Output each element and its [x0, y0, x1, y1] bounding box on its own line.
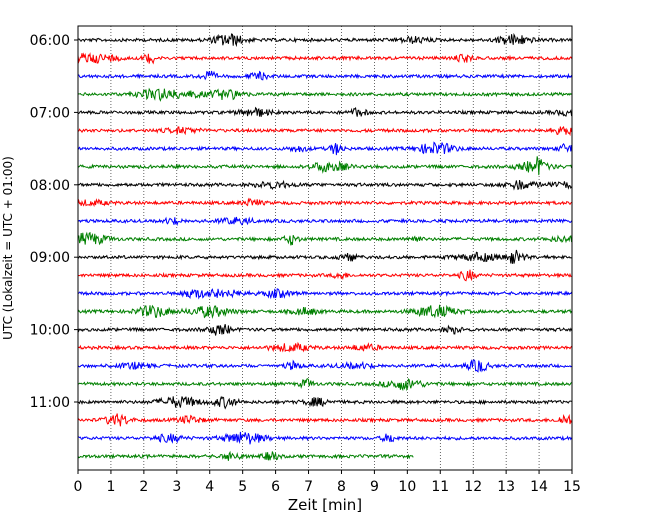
- y-tick-label: 06:00: [30, 33, 70, 49]
- seismic-trace: [77, 32, 573, 48]
- seismic-trace: [77, 52, 573, 65]
- x-tick-label: 11: [431, 479, 449, 495]
- x-axis-label: Zeit [min]: [288, 496, 362, 514]
- seismic-trace: [77, 197, 572, 208]
- x-tick-label: 12: [464, 479, 482, 495]
- seismic-trace: [77, 231, 573, 246]
- x-tick-label: 0: [74, 479, 83, 495]
- plot-frame: [77, 25, 573, 471]
- y-axis-label: UTC (Lokalzeit = UTC + 01:00): [1, 156, 15, 340]
- x-tick-label: 13: [497, 479, 515, 495]
- y-tick-label: 07:00: [30, 105, 70, 121]
- seismic-trace: [77, 450, 414, 461]
- seismic-trace: [77, 395, 572, 410]
- seismic-trace: [77, 106, 573, 117]
- x-tick-label: 9: [370, 479, 379, 495]
- x-tick-label: 4: [205, 479, 214, 495]
- seismic-trace: [77, 179, 573, 191]
- x-tick-label: 1: [106, 479, 115, 495]
- seismic-trace: [77, 125, 573, 137]
- seismic-trace: [77, 141, 573, 156]
- x-tick-label: 15: [563, 479, 581, 495]
- seismic-trace: [77, 324, 573, 336]
- x-tick-label: 5: [238, 479, 247, 495]
- x-tick-label: 10: [398, 479, 416, 495]
- x-axis-ticks: 0 1 2 3 4 5 6 7 8 9 10 11 12 13 14 15: [74, 470, 581, 495]
- seismic-trace: [77, 216, 573, 227]
- seismic-trace: [77, 288, 573, 300]
- seismic-trace: [77, 431, 573, 445]
- seismic-trace: [77, 269, 572, 282]
- seismic-trace: [77, 359, 572, 373]
- seismic-trace: [77, 341, 573, 353]
- seismic-trace: [77, 70, 573, 81]
- seismic-trace: [77, 249, 572, 264]
- seismic-trace: [77, 413, 573, 427]
- x-tick-label: 3: [172, 479, 181, 495]
- y-tick-label: 10:00: [30, 323, 70, 339]
- y-tick-label: 09:00: [30, 250, 70, 266]
- x-tick-label: 14: [530, 479, 548, 495]
- seismic-trace: [77, 378, 572, 392]
- x-tick-label: 7: [304, 479, 313, 495]
- seismic-traces: [77, 32, 573, 461]
- seismic-trace: [77, 87, 572, 102]
- x-tick-label: 2: [139, 479, 148, 495]
- x-tick-label: 8: [337, 479, 346, 495]
- y-tick-label: 08:00: [30, 178, 70, 194]
- y-tick-label: 11:00: [30, 395, 70, 411]
- y-axis-ticks: 06:00 07:00 08:00 09:00 10:00 11:00: [30, 33, 78, 411]
- seismic-trace: [77, 304, 573, 320]
- x-tick-label: 6: [271, 479, 280, 495]
- seismic-trace: [77, 156, 573, 176]
